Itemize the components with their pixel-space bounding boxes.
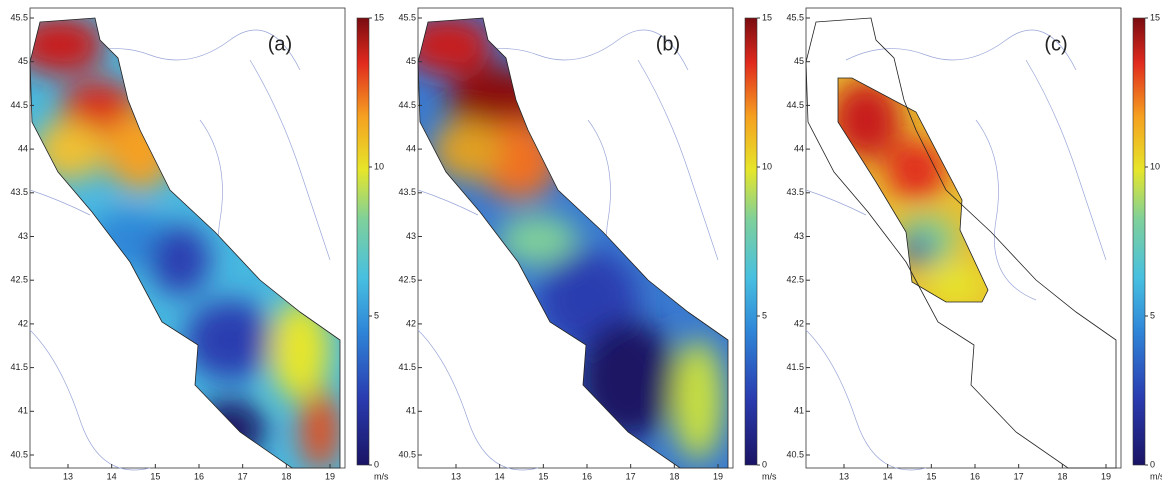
colorbar-tick-label: 5 (374, 310, 379, 320)
lon-tick-label: 13 (839, 471, 849, 481)
lat-tick-label: 44 (406, 143, 416, 153)
panel-label: (a) (268, 33, 292, 55)
lat-tick-label: 45.5 (786, 12, 804, 22)
colorbar-tick-label: 10 (374, 161, 384, 171)
colorbar-tick-label: 15 (374, 12, 384, 22)
lon-tick-label: 13 (63, 471, 73, 481)
lon-tick-label: 19 (713, 471, 723, 481)
lon-tick-label: 14 (883, 471, 893, 481)
lat-tick-label: 44 (18, 143, 28, 153)
lon-tick-label: 17 (626, 471, 636, 481)
map-panel: (b) 45.5 45 44.5 44 43.5 43 42.5 42 41.5 41 40.5 13 1… (398, 8, 777, 481)
lon-tick-label: 16 (970, 471, 980, 481)
colorbar-tick-label: 10 (762, 161, 772, 171)
lat-tick-label: 45 (406, 56, 416, 66)
field-blob (15, 15, 105, 75)
lat-tick-label: 41 (406, 406, 416, 416)
lon-tick-label: 14 (107, 471, 117, 481)
field-blob (150, 225, 210, 295)
colorbar-tick-label: 0 (1150, 459, 1155, 469)
colorbar-tick-label: 15 (762, 12, 772, 22)
lat-tick-label: 42.5 (786, 275, 804, 285)
lat-tick-label: 45.5 (10, 12, 28, 22)
colorbar-unit: m/s (374, 471, 389, 481)
lat-tick-label: 42 (406, 318, 416, 328)
colorbar (745, 18, 757, 465)
colorbar-unit: m/s (1150, 471, 1162, 481)
lat-tick-label: 40.5 (398, 449, 416, 459)
lat-tick-label: 40.5 (10, 449, 28, 459)
map-panel: (a) 45.5 45 44.5 44 43.5 43 42.5 42 41.5 41 40.5 13 1… (10, 8, 389, 481)
lat-tick-label: 44 (794, 143, 804, 153)
lat-tick-label: 41 (794, 406, 804, 416)
map-panel: (c) 45.5 45 44.5 44 43.5 43 42.5 42 41.5 41 40.5 13 1… (786, 8, 1162, 481)
lat-tick-label: 45 (794, 56, 804, 66)
lat-tick-label: 43.5 (786, 187, 804, 197)
lon-tick-label: 15 (538, 471, 548, 481)
lat-tick-label: 40.5 (786, 449, 804, 459)
field-blob (185, 300, 275, 380)
lon-tick-label: 16 (582, 471, 592, 481)
colorbar-unit: m/s (762, 471, 777, 481)
colorbar-tick-label: 10 (1150, 161, 1160, 171)
lat-tick-label: 43 (406, 231, 416, 241)
lat-tick-label: 42.5 (398, 275, 416, 285)
lon-tick-label: 18 (1057, 471, 1067, 481)
panel-label: (c) (1044, 33, 1067, 55)
lon-tick-label: 14 (495, 471, 505, 481)
colorbar (357, 18, 369, 465)
lat-tick-label: 44.5 (10, 100, 28, 110)
map-figure: (a) 45.5 45 44.5 44 43.5 43 42.5 42 41.5 41 40.5 13 1… (0, 0, 1162, 485)
lat-tick-label: 41.5 (10, 362, 28, 372)
lon-tick-label: 16 (194, 471, 204, 481)
field-blob (300, 390, 340, 470)
lat-tick-label: 45 (18, 56, 28, 66)
lon-tick-label: 17 (238, 471, 248, 481)
lat-tick-label: 41.5 (786, 362, 804, 372)
colorbar-tick-label: 15 (1150, 12, 1160, 22)
lat-tick-label: 41 (18, 406, 28, 416)
lon-tick-label: 19 (1101, 471, 1111, 481)
lon-tick-label: 15 (150, 471, 160, 481)
colorbar-tick-label: 5 (762, 310, 767, 320)
colorbar (1133, 18, 1145, 465)
lon-tick-label: 18 (281, 471, 291, 481)
lat-tick-label: 42 (18, 318, 28, 328)
lat-tick-label: 43 (18, 231, 28, 241)
lon-tick-label: 13 (451, 471, 461, 481)
lat-tick-label: 41.5 (398, 362, 416, 372)
lat-tick-label: 44.5 (398, 100, 416, 110)
colorbar-tick-label: 0 (762, 459, 767, 469)
panel-label: (b) (656, 33, 680, 55)
field-blob (673, 340, 723, 460)
lat-tick-label: 43.5 (398, 187, 416, 197)
lon-tick-label: 18 (669, 471, 679, 481)
lat-tick-label: 42 (794, 318, 804, 328)
lat-tick-label: 45.5 (398, 12, 416, 22)
field-blob (403, 15, 493, 75)
lon-tick-label: 15 (926, 471, 936, 481)
colorbar-tick-label: 5 (1150, 310, 1155, 320)
lon-tick-label: 19 (325, 471, 335, 481)
lat-tick-label: 42.5 (10, 275, 28, 285)
lat-tick-label: 43.5 (10, 187, 28, 197)
lat-tick-label: 43 (794, 231, 804, 241)
colorbar-tick-label: 0 (374, 459, 379, 469)
lon-tick-label: 17 (1014, 471, 1024, 481)
lat-tick-label: 44.5 (786, 100, 804, 110)
